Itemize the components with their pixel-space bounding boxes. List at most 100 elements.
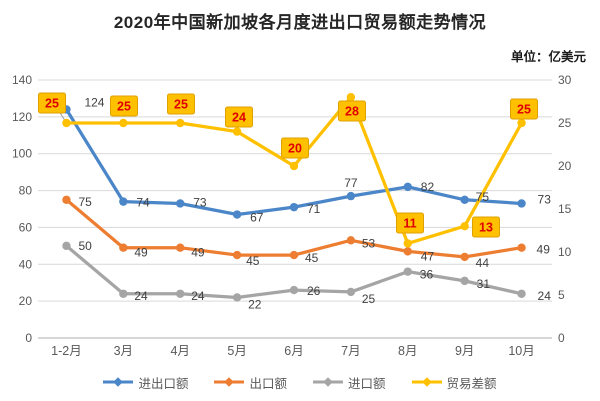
plot-area: 0 20 40 60 80 100 120 140 0 5 10 15 20 25 30 1-2月 3月 4月 5月… bbox=[12, 73, 572, 358]
data-point bbox=[517, 199, 526, 208]
callout-box bbox=[225, 106, 253, 128]
chart-title: 2020年中国新加坡各月度进出口贸易额走势情况 bbox=[113, 13, 487, 32]
legend: 进出口额 出口额 进口额 贸易差额 bbox=[0, 368, 600, 396]
y-axis-left-tick: 140 bbox=[12, 73, 32, 87]
data-point bbox=[517, 243, 526, 252]
y-axis-right-tick: 20 bbox=[558, 159, 572, 173]
data-point bbox=[62, 241, 71, 251]
callout-box bbox=[338, 100, 366, 122]
series-path bbox=[64, 95, 524, 246]
data-point bbox=[460, 195, 469, 204]
data-point bbox=[403, 182, 412, 192]
data-label: 53 bbox=[362, 236, 376, 250]
callout-box bbox=[472, 216, 500, 238]
legend-item-0: 进出口额 bbox=[103, 373, 188, 392]
data-label: 44 bbox=[476, 256, 490, 270]
data-point bbox=[346, 287, 356, 297]
y-axis-right-tick: 25 bbox=[558, 116, 572, 130]
data-label: 24 bbox=[191, 289, 205, 303]
data-label: 24 bbox=[538, 289, 552, 303]
callout-label: 20 bbox=[288, 142, 302, 156]
trade-balance-callouts: 25 25 25 24 20 28 11 13 25 bbox=[38, 92, 538, 238]
callout-box bbox=[396, 212, 424, 234]
data-label: 74 bbox=[136, 196, 150, 210]
data-label: 75 bbox=[476, 190, 490, 204]
data-point bbox=[62, 195, 71, 204]
x-axis-label: 8月 bbox=[398, 344, 417, 358]
legend-marker-icon bbox=[103, 377, 134, 387]
x-axis-label: 4月 bbox=[170, 344, 189, 358]
y-axis-left-tick: 80 bbox=[19, 184, 33, 198]
series-labels-2: 50 24 24 22 26 25 36 31 24 bbox=[78, 239, 551, 312]
data-point bbox=[176, 243, 185, 252]
data-point bbox=[119, 197, 128, 206]
data-label: 49 bbox=[191, 246, 205, 260]
x-axis-label: 6月 bbox=[284, 344, 303, 358]
data-point bbox=[232, 210, 242, 219]
data-point bbox=[460, 252, 469, 262]
legend-marker-icon bbox=[411, 377, 442, 387]
data-label: 26 bbox=[307, 284, 321, 298]
data-point bbox=[176, 199, 185, 208]
data-point bbox=[460, 276, 469, 286]
y-axis-right-tick: 5 bbox=[558, 288, 565, 302]
x-axis-label: 7月 bbox=[341, 344, 360, 358]
data-label: 47 bbox=[421, 249, 435, 263]
legend-label: 出口额 bbox=[249, 376, 287, 391]
series-line-1 bbox=[62, 195, 526, 262]
data-point bbox=[176, 289, 185, 298]
data-point bbox=[460, 222, 469, 231]
legend-item-3: 贸易差额 bbox=[411, 373, 497, 392]
callout-label: 25 bbox=[117, 100, 131, 114]
data-point bbox=[403, 239, 412, 248]
data-label: 75 bbox=[78, 195, 92, 209]
y-axis-right-tick: 30 bbox=[558, 73, 572, 87]
data-label: 50 bbox=[78, 239, 92, 253]
legend-item-2: 进口额 bbox=[313, 373, 386, 392]
legend-label: 进出口额 bbox=[138, 376, 189, 391]
legend-label: 进口额 bbox=[348, 376, 386, 391]
data-label: 24 bbox=[134, 289, 148, 303]
y-axis-right-labels: 0 5 10 15 20 25 30 bbox=[558, 73, 572, 345]
data-point bbox=[232, 293, 242, 302]
data-label: 73 bbox=[193, 195, 207, 209]
callout-box bbox=[281, 137, 309, 159]
data-point bbox=[232, 127, 242, 136]
x-axis-label: 5月 bbox=[227, 344, 246, 358]
callout-label: 24 bbox=[232, 111, 246, 125]
y-axis-right-tick: 15 bbox=[558, 202, 572, 216]
data-label: 25 bbox=[362, 292, 376, 306]
data-label: 71 bbox=[307, 202, 321, 216]
y-axis-left-tick: 100 bbox=[12, 147, 32, 161]
data-point bbox=[289, 161, 299, 171]
data-point bbox=[289, 250, 299, 260]
data-point bbox=[232, 250, 242, 260]
x-axis-labels: 1-2月 3月 4月 5月 6月 7月 8月 9月 10月 bbox=[51, 344, 535, 358]
series-labels-1: 75 49 49 45 45 53 47 44 49 bbox=[78, 195, 550, 270]
data-point bbox=[517, 289, 526, 298]
callout-label: 25 bbox=[174, 98, 188, 112]
callout-box bbox=[167, 93, 195, 115]
data-label: 124 bbox=[84, 95, 104, 109]
y-axis-right-tick: 0 bbox=[558, 331, 565, 345]
callout-label: 13 bbox=[479, 221, 493, 235]
data-point bbox=[119, 289, 128, 298]
y-axis-left-labels: 0 20 40 60 80 100 120 140 bbox=[12, 73, 32, 345]
data-point bbox=[289, 285, 299, 295]
data-label: 45 bbox=[305, 251, 319, 265]
data-label: 49 bbox=[537, 243, 551, 257]
y-axis-left-tick: 60 bbox=[19, 220, 33, 234]
callout-label: 11 bbox=[403, 217, 416, 231]
data-point bbox=[403, 247, 412, 256]
data-point bbox=[346, 236, 356, 245]
y-axis-left-tick: 120 bbox=[12, 110, 32, 124]
data-point bbox=[517, 118, 526, 128]
callout-box bbox=[110, 95, 138, 117]
y-axis-left-tick: 40 bbox=[19, 257, 33, 271]
data-label: 67 bbox=[250, 211, 264, 225]
x-axis-label: 9月 bbox=[455, 344, 474, 358]
data-point bbox=[176, 118, 185, 128]
data-label: 36 bbox=[420, 268, 434, 282]
x-axis-label: 3月 bbox=[114, 344, 133, 358]
